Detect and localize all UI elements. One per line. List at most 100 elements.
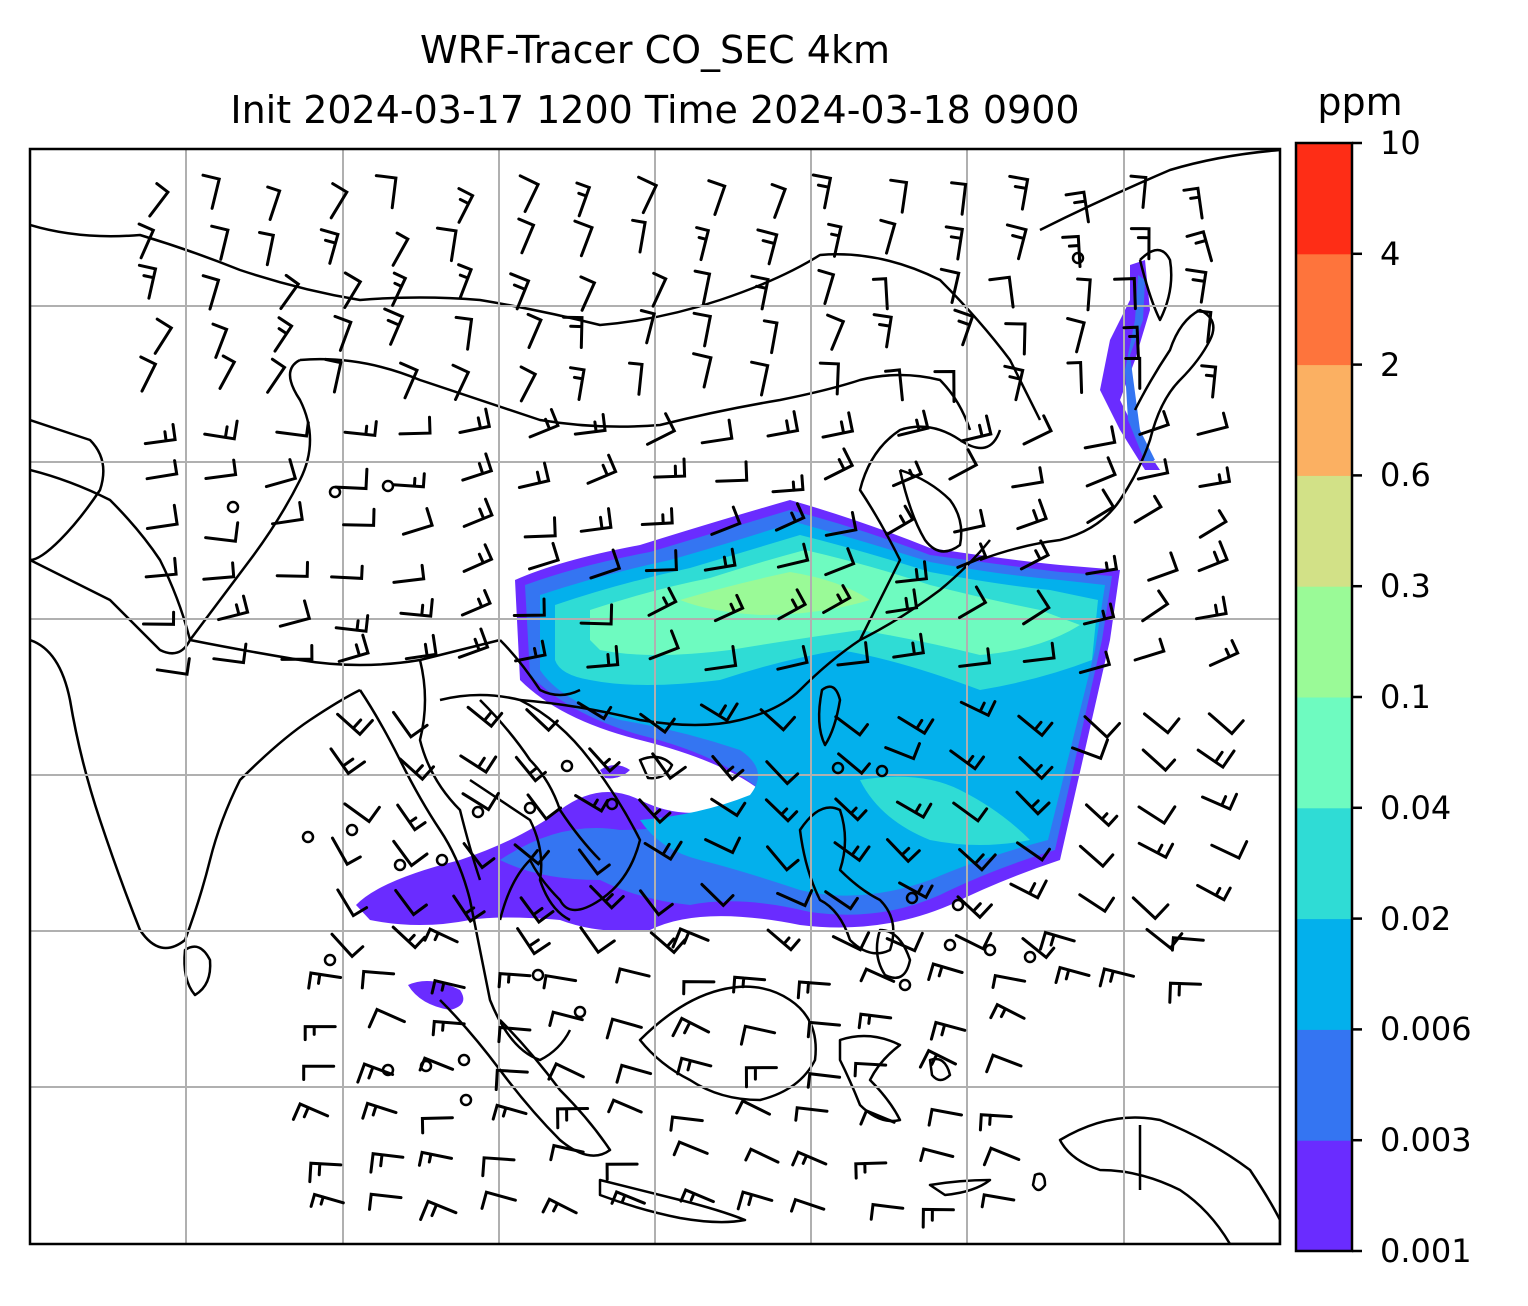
wind-barb (457, 263, 474, 300)
colorbar-swatch-1 (1296, 1029, 1352, 1141)
wind-barb (640, 507, 674, 526)
wind-barb (1129, 227, 1151, 261)
wind-barb (431, 1019, 466, 1037)
wind-barb (202, 561, 236, 581)
wind-barb (818, 361, 840, 396)
wind-barb (671, 1016, 711, 1038)
wind-barb (466, 705, 504, 729)
calm-wind-circle (905, 891, 919, 905)
wind-barb (1138, 410, 1171, 436)
calm-wind-circle (1023, 950, 1037, 964)
wind-barb (361, 1101, 398, 1120)
calm-wind-circle (457, 1053, 471, 1067)
wind-barb (644, 549, 678, 573)
coastline-borneo (638, 985, 817, 1102)
wind-barb (954, 931, 993, 951)
colorbar-tick-label: 4 (1380, 234, 1401, 273)
wind-barb (1137, 805, 1177, 826)
wind-barb (1021, 937, 1056, 960)
wind-barb (605, 1017, 643, 1040)
wind-barb (770, 183, 788, 219)
wind-barb (391, 925, 427, 950)
wind-barb (766, 928, 801, 952)
calm-wind-circle (471, 805, 485, 819)
calm-wind-circle (531, 968, 545, 982)
wind-barb (368, 1192, 403, 1211)
wind-barb (811, 173, 833, 210)
wind-barb (637, 175, 659, 215)
chart-title-line-2: Init 2024-03-17 1200 Time 2024-03-18 090… (230, 88, 1080, 132)
wind-barb (1196, 411, 1229, 436)
wind-barb (646, 412, 677, 446)
wind-barb (143, 423, 177, 446)
wind-barb (324, 357, 343, 394)
calm-wind-circle (983, 943, 997, 957)
wind-barb (895, 560, 929, 584)
wind-barb (1136, 458, 1170, 481)
calm-wind-circle (328, 485, 342, 499)
calm-wind-circle (875, 764, 889, 778)
wind-barb (459, 754, 498, 775)
wind-barb (817, 268, 836, 305)
wind-barb (210, 224, 230, 261)
wind-barb (575, 181, 592, 218)
wind-barb (586, 645, 620, 669)
wind-barb (526, 312, 543, 349)
coastlines (30, 149, 1280, 1244)
wind-barb (451, 363, 471, 401)
wind-barb (834, 797, 868, 822)
wind-barb (1039, 930, 1076, 951)
wind-barb (1003, 364, 1025, 402)
wind-barb (766, 845, 800, 872)
wind-barb (700, 418, 734, 445)
wind-barb (549, 1143, 585, 1162)
wind-barb (342, 507, 376, 527)
coastline-timor (928, 1178, 992, 1197)
wind-barb (762, 319, 779, 355)
colorbar-tick-label: 0.3 (1380, 567, 1431, 606)
wind-barb (452, 894, 486, 924)
colorbar-swatch-4 (1296, 697, 1352, 809)
coastline-philippines (798, 806, 895, 955)
wind-barb (461, 452, 494, 482)
wind-barb (556, 1107, 590, 1130)
coastline-china-south (519, 539, 991, 727)
wind-barb (528, 541, 560, 571)
wind-barb (303, 1025, 337, 1042)
wind-barb (653, 457, 687, 479)
wind-barb (610, 1189, 646, 1205)
wind-barb (144, 556, 178, 579)
wind-barb (985, 1053, 1023, 1074)
wind-barb (884, 742, 921, 761)
calm-wind-circle (605, 797, 619, 811)
wind-barb (1064, 190, 1090, 224)
wind-barb (889, 178, 909, 214)
wind-barb (1182, 186, 1204, 220)
plume-north-strip-inner (1125, 275, 1155, 462)
wind-barb (776, 645, 809, 671)
wind-barb (576, 701, 613, 721)
wind-barb (589, 548, 622, 580)
calm-wind-circle (459, 1093, 473, 1107)
wind-barb (457, 187, 475, 224)
wind-barb (735, 1098, 771, 1116)
wind-barb (396, 803, 427, 832)
wind-barb (586, 453, 618, 485)
wind-barb (343, 271, 363, 309)
border-himalaya (189, 638, 501, 667)
calm-wind-circle (345, 823, 359, 837)
wind-barb (541, 1197, 578, 1215)
wind-barb (885, 504, 915, 536)
wind-barb (1196, 748, 1236, 770)
wind-barb (897, 716, 935, 736)
wind-barb (1085, 554, 1119, 576)
border-laos-vietnam (479, 699, 601, 861)
wind-barb (824, 547, 856, 577)
wind-barb (548, 1010, 584, 1027)
wind-barb (826, 313, 846, 351)
wind-barb (516, 927, 551, 956)
calm-wind-circle (523, 801, 537, 815)
wind-barb (579, 603, 614, 626)
wind-barb (669, 1115, 704, 1132)
